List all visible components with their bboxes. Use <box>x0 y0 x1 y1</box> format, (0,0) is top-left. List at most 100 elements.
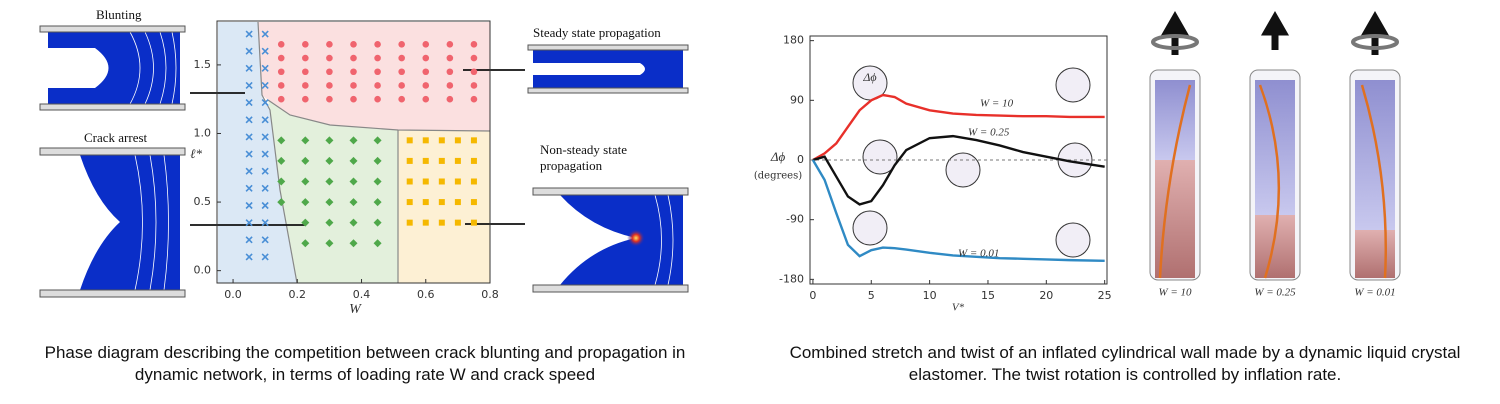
point <box>301 156 310 165</box>
point <box>326 95 333 103</box>
point <box>438 199 445 206</box>
x-tick-label: 5 <box>868 289 875 302</box>
point <box>349 136 358 145</box>
point <box>422 82 430 89</box>
point <box>326 54 333 62</box>
x-axis-label: V* <box>952 302 965 314</box>
point <box>373 239 382 248</box>
point <box>422 68 430 76</box>
point <box>406 178 413 185</box>
y-axis-label: ℓ* <box>190 146 202 161</box>
point <box>374 68 381 76</box>
annotation: Blunting <box>96 7 142 22</box>
x-axis-label: W <box>349 302 362 317</box>
point <box>325 177 334 186</box>
point <box>446 82 454 89</box>
point <box>326 82 333 89</box>
point <box>301 136 310 145</box>
point <box>438 219 445 226</box>
point <box>261 219 269 227</box>
caption: Combined stretch and twist of an inflate… <box>789 343 1461 384</box>
point <box>470 95 478 103</box>
point <box>261 30 269 38</box>
point <box>261 236 269 244</box>
point <box>470 41 478 48</box>
point <box>277 68 285 76</box>
point <box>374 54 381 62</box>
point <box>422 41 430 48</box>
point <box>261 184 269 192</box>
point <box>422 54 430 62</box>
point <box>373 218 382 227</box>
point <box>373 198 382 207</box>
point <box>454 178 461 185</box>
y-tick-label: 1.5 <box>194 58 212 71</box>
point <box>349 218 358 227</box>
point <box>277 156 286 165</box>
point <box>350 95 357 103</box>
point <box>350 54 357 62</box>
point <box>406 199 413 206</box>
inset-non-steady <box>532 187 689 293</box>
phase-regions <box>218 21 491 284</box>
point <box>325 218 334 227</box>
point <box>398 82 405 89</box>
point <box>373 177 382 186</box>
point <box>349 177 358 186</box>
point <box>261 99 269 107</box>
point <box>245 201 253 210</box>
point <box>350 82 357 89</box>
point <box>245 219 253 227</box>
point <box>350 41 357 48</box>
point <box>261 116 269 124</box>
point <box>245 99 253 107</box>
x-tick-label: 0.6 <box>417 288 435 301</box>
point <box>245 116 253 124</box>
x-tick-label: 0.4 <box>353 288 371 301</box>
point <box>302 95 309 103</box>
point <box>374 82 381 89</box>
inset-blunting <box>39 25 186 111</box>
point <box>325 136 334 145</box>
x-tick-label: 20 <box>1039 289 1053 302</box>
point <box>277 177 286 186</box>
point <box>302 54 309 62</box>
point <box>398 68 405 76</box>
point <box>245 150 253 158</box>
y-tick-label: -180 <box>779 272 804 285</box>
x-tick-label: 0.8 <box>481 288 499 301</box>
point <box>422 137 429 144</box>
point <box>245 30 253 38</box>
point <box>422 95 430 103</box>
series-label: W = 10 <box>980 98 1014 110</box>
y-tick-label: 90 <box>790 93 804 106</box>
tubes <box>1149 10 1401 281</box>
point <box>301 218 310 227</box>
x-tick-label: 15 <box>981 289 995 302</box>
point <box>446 41 454 48</box>
point <box>470 137 477 144</box>
point <box>422 219 429 226</box>
y-tick-label: 180 <box>783 34 804 47</box>
point <box>373 156 382 165</box>
point <box>325 239 334 248</box>
point <box>245 64 253 72</box>
y-tick-label: -90 <box>786 213 804 226</box>
point <box>438 157 445 164</box>
rotation-insets <box>852 65 1093 258</box>
tube-label: W = 0.25 <box>1254 287 1296 299</box>
point <box>454 219 461 226</box>
point <box>446 68 454 76</box>
point <box>454 157 461 164</box>
point <box>261 253 269 261</box>
point <box>302 82 309 89</box>
point <box>406 219 413 226</box>
point <box>245 81 253 90</box>
annotation: Δϕ <box>862 70 876 84</box>
point <box>398 95 405 103</box>
point <box>326 68 333 76</box>
point <box>454 199 461 206</box>
point <box>261 81 269 90</box>
point <box>438 178 445 185</box>
line <box>811 159 1105 262</box>
